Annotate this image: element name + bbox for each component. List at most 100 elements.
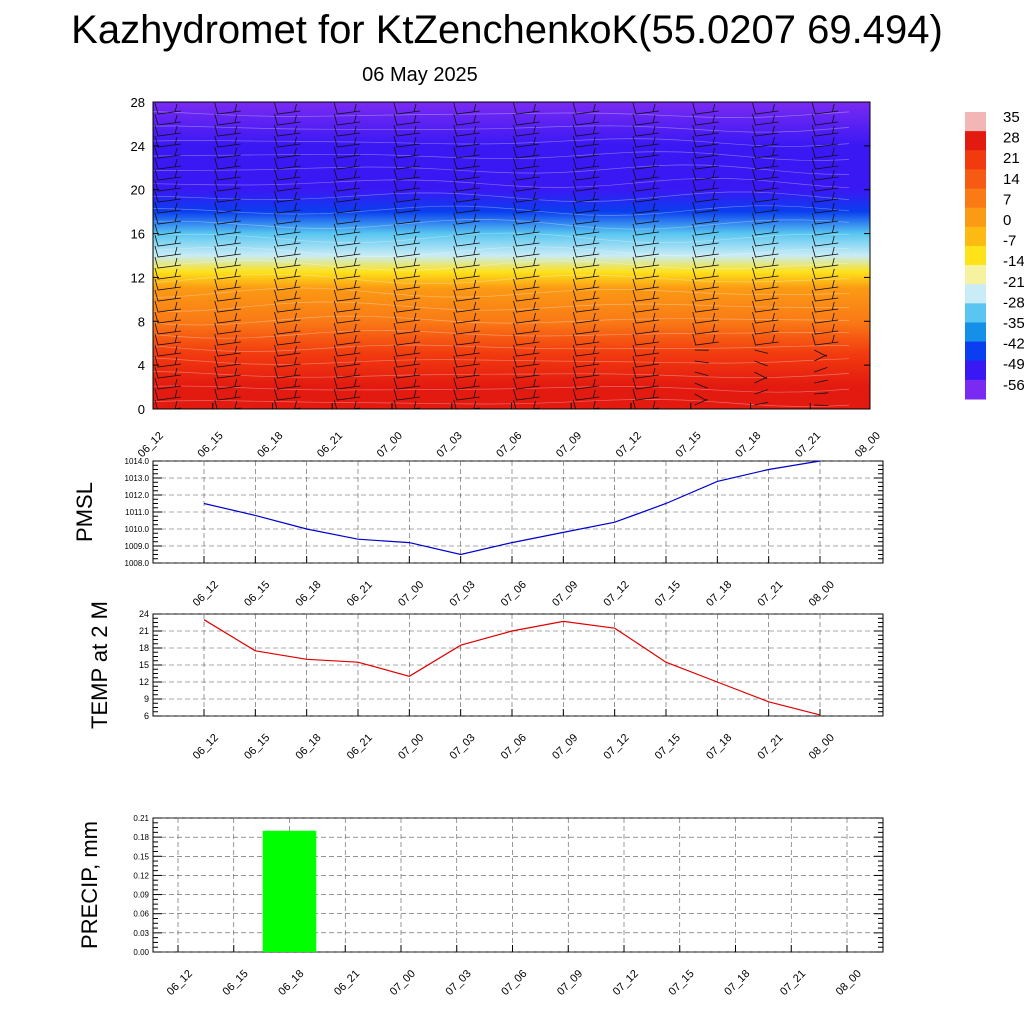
colorbar-label: 14 — [1003, 171, 1020, 188]
wind-barb — [274, 278, 301, 291]
y-tick-label: 21 — [139, 626, 149, 636]
wind-barb — [572, 388, 600, 401]
wind-barb — [632, 366, 660, 379]
wind-barb — [872, 213, 898, 224]
x-tick-label: 08_00 — [807, 579, 837, 609]
wind-barb — [752, 223, 779, 236]
wind-barb — [572, 267, 600, 280]
wind-barb — [214, 355, 241, 368]
wind-barb — [872, 290, 898, 301]
x-tick-label: 07_21 — [755, 579, 785, 609]
wind-barb — [393, 366, 421, 379]
wind-barb — [632, 322, 660, 335]
wind-barb — [872, 103, 898, 114]
contour-line — [153, 301, 849, 312]
wind-barb — [214, 168, 241, 181]
x-tick-label: 07_09 — [555, 968, 585, 998]
wind-barb — [752, 179, 779, 192]
wind-barb — [274, 256, 301, 269]
wind-barb — [393, 245, 421, 258]
wind-barb — [692, 102, 719, 115]
wind-barb — [872, 202, 898, 213]
wind-barb — [214, 102, 241, 115]
wind-barb — [154, 278, 182, 291]
wind-barb — [333, 190, 361, 203]
wind-barb — [154, 135, 182, 148]
y-axis-title: TEMP at 2 M — [87, 601, 112, 729]
wind-barb — [692, 146, 719, 159]
wind-barb — [154, 113, 182, 126]
wind-barb — [632, 344, 660, 357]
wind-barb — [333, 113, 361, 126]
wind-barb — [274, 212, 301, 225]
x-tick-label: 06_21 — [332, 968, 362, 998]
x-tick-label: 07_12 — [601, 579, 631, 609]
page-subtitle: 06 May 2025 — [362, 64, 478, 86]
wind-barb — [333, 179, 361, 192]
wind-barb — [393, 267, 421, 280]
wind-barb — [333, 168, 361, 181]
wind-barb — [752, 102, 779, 115]
wind-barb — [572, 157, 600, 170]
x-tick-label: 07_18 — [733, 430, 763, 460]
wind-barb — [752, 146, 779, 159]
wind-barb — [752, 234, 779, 247]
contour-line — [153, 246, 850, 257]
wind-barb — [692, 179, 719, 192]
wind-barb — [572, 256, 600, 269]
wind-barb — [214, 300, 241, 313]
wind-barb — [692, 256, 719, 269]
wind-barb — [632, 223, 660, 236]
wind-barb — [811, 333, 839, 346]
wind-barb — [754, 349, 769, 354]
wind-barb — [692, 124, 719, 137]
wind-barb — [333, 344, 361, 357]
wind-barb — [874, 345, 887, 350]
x-tick-label: 06_18 — [255, 430, 285, 460]
x-tick-label: 07_00 — [396, 732, 426, 762]
wind-barb — [214, 113, 241, 126]
wind-barb — [513, 289, 540, 302]
wind-barb — [214, 179, 241, 192]
wind-barb — [453, 267, 480, 280]
wind-barb — [752, 212, 779, 225]
wind-barb — [632, 333, 660, 346]
wind-barb — [453, 344, 480, 357]
wind-barb — [274, 146, 301, 159]
wind-barb — [692, 267, 719, 280]
wind-barb — [453, 168, 480, 181]
colorbar-swatch — [965, 303, 986, 323]
wind-barb — [333, 399, 361, 409]
y-tick-label: 0.18 — [133, 833, 149, 842]
y-tick-label: 6 — [144, 711, 149, 721]
wind-barb — [572, 223, 600, 236]
wind-barb — [453, 333, 480, 346]
wind-barb — [752, 278, 779, 291]
wind-barb — [393, 190, 421, 203]
wind-barb — [453, 234, 480, 247]
wind-barb — [632, 201, 660, 214]
temperature-field — [153, 102, 870, 409]
wind-barb — [632, 256, 660, 269]
wind-barb — [393, 344, 421, 357]
wind-barb — [872, 334, 898, 345]
wind-barb — [814, 392, 829, 395]
wind-barb — [214, 377, 241, 390]
wind-barb — [393, 135, 421, 148]
wind-barb — [572, 168, 600, 181]
y-tick-label: 20 — [131, 183, 145, 198]
contour-line — [153, 138, 850, 147]
wind-barb — [811, 190, 839, 203]
wind-barb — [274, 190, 301, 203]
colorbar-swatch — [965, 150, 986, 170]
contour-line — [153, 344, 850, 352]
y-tick-label: 12 — [131, 270, 145, 285]
y-tick-label: 1010.0 — [125, 525, 150, 534]
y-tick-label: 0.06 — [133, 910, 149, 919]
wind-barb — [572, 190, 600, 203]
x-tick-label: 07_21 — [793, 430, 823, 460]
wind-barb — [752, 300, 779, 313]
wind-barb — [811, 212, 839, 225]
x-tick-label: 07_18 — [704, 579, 734, 609]
wind-barb — [754, 401, 769, 406]
